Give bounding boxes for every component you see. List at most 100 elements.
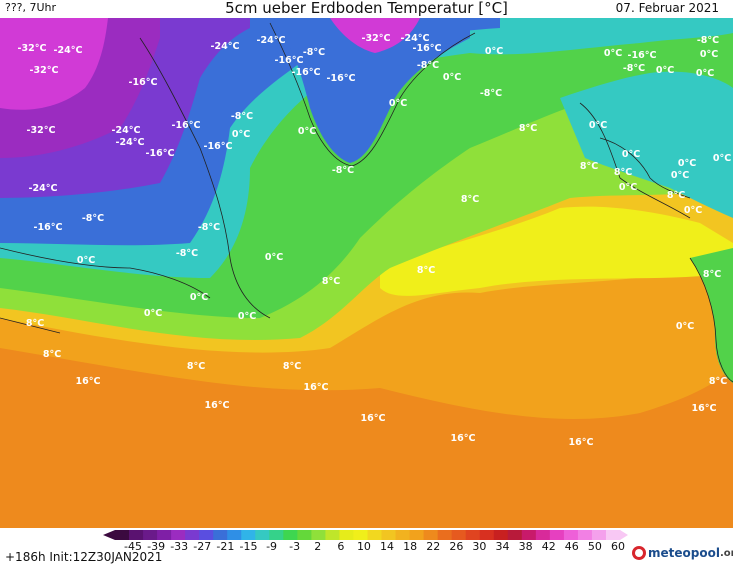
temperature-label: 0°C	[671, 170, 689, 181]
temperature-label: 16°C	[451, 433, 476, 444]
temperature-label: -16°C	[172, 120, 201, 131]
meteopool-logo-icon	[632, 546, 646, 560]
color-scale-label: 34	[495, 540, 510, 553]
color-scale-swatch	[325, 530, 340, 540]
color-scale-label: -27	[193, 540, 212, 553]
color-scale-label: 42	[541, 540, 556, 553]
greenland-core	[330, 18, 420, 53]
color-scale-labels: -45 -39 -33 -27 -21 -15 -9 -3 2 6 10 14 18 22 26 30 34 38…	[103, 540, 628, 553]
temperature-label: 0°C	[238, 311, 256, 322]
logo-tld: .org	[719, 547, 733, 559]
temperature-label: -24°C	[54, 45, 83, 56]
color-scale-swatch	[367, 530, 383, 540]
valid-date: 07. Februar 2021	[615, 1, 719, 15]
color-scale-label: 22	[426, 540, 441, 553]
color-scale-swatch	[479, 530, 495, 540]
temperature-label: -16°C	[628, 50, 657, 61]
color-scale-bar	[103, 530, 628, 540]
temperature-label: 8°C	[43, 349, 61, 360]
color-scale-swatch	[395, 530, 411, 540]
color-scale-swatch	[283, 530, 298, 540]
temperature-label: -32°C	[27, 125, 56, 136]
temperature-label: -8°C	[417, 60, 439, 71]
temperature-label: -8°C	[480, 88, 502, 99]
color-scale-swatch	[577, 530, 593, 540]
temperature-label: 0°C	[656, 65, 674, 76]
temperature-label: -8°C	[623, 63, 645, 74]
color-scale-swatch	[171, 530, 186, 540]
temperature-label: 0°C	[696, 68, 714, 79]
temperature-map: -32°C -24°C -32°C -16°C -24°C -24°C -8°C -16°C -…	[0, 18, 733, 528]
temperature-label: 0°C	[144, 308, 162, 319]
temperature-label: -32°C	[362, 33, 391, 44]
temperature-label: 16°C	[205, 400, 230, 411]
temperature-label: -8°C	[231, 111, 253, 122]
temperature-label: 8°C	[26, 318, 44, 329]
temperature-label: -16°C	[146, 148, 175, 159]
temperature-label: -24°C	[401, 33, 430, 44]
color-scale-label: 46	[564, 540, 579, 553]
temperature-label: 0°C	[443, 72, 461, 83]
temperature-label: -16°C	[327, 73, 356, 84]
map-canvas: -32°C -24°C-32°C-16°C-24°C-24°C-8°C-16°C-…	[0, 18, 733, 528]
temperature-label: -32°C	[30, 65, 59, 76]
color-scale-swatch	[465, 530, 481, 540]
color-scale-swatch	[269, 530, 284, 540]
greenland	[270, 18, 470, 163]
color-scale-swatch	[535, 530, 551, 540]
color-scale-label: -21	[216, 540, 235, 553]
color-scale-label: -39	[147, 540, 166, 553]
temperature-label: 0°C	[589, 120, 607, 131]
valid-time: ???, 7Uhr	[5, 1, 57, 14]
color-scale-swatch	[297, 530, 312, 540]
color-scale-swatch	[339, 530, 354, 540]
temperature-label: 0°C	[713, 153, 731, 164]
temperature-label: -8°C	[176, 248, 198, 259]
color-scale-arrow-right	[620, 530, 628, 540]
map-footer: -45 -39 -33 -27 -21 -15 -9 -3 2 6 10 14 18 22 26 30 34 38…	[0, 528, 733, 566]
color-scale-label: 14	[380, 540, 395, 553]
color-scale-label: 38	[518, 540, 533, 553]
temperature-label: -8°C	[303, 47, 325, 58]
color-scale-swatch	[451, 530, 467, 540]
temperature-label: -24°C	[211, 41, 240, 52]
temperature-label: 8°C	[283, 361, 301, 372]
temperature-label: -16°C	[292, 67, 321, 78]
temperature-label: 0°C	[700, 49, 718, 60]
temperature-label: 0°C	[298, 126, 316, 137]
color-scale-arrow-left	[103, 530, 115, 540]
color-scale-swatch	[437, 530, 453, 540]
color-scale-swatch	[409, 530, 425, 540]
temperature-label: -16°C	[129, 77, 158, 88]
temperature-label: -16°C	[204, 141, 233, 152]
temperature-label: 16°C	[76, 376, 101, 387]
temperature-label: -8°C	[332, 165, 354, 176]
color-scale-label: 30	[472, 540, 487, 553]
temperature-label: -8°C	[82, 213, 104, 224]
color-scale-swatch	[507, 530, 523, 540]
color-scale-swatch	[605, 530, 621, 540]
color-scale-swatch	[227, 530, 242, 540]
color-scale-label: 50	[587, 540, 602, 553]
temperature-label: 0°C	[684, 205, 702, 216]
temperature-label: 0°C	[77, 255, 95, 266]
color-scale-swatch	[311, 530, 326, 540]
temperature-label: 0°C	[232, 129, 250, 140]
temperature-label: -24°C	[112, 125, 141, 136]
temperature-label: 0°C	[619, 182, 637, 193]
temperature-label: 8°C	[580, 161, 598, 172]
color-scale-swatch	[185, 530, 200, 540]
color-scale-swatch	[563, 530, 579, 540]
color-scale-swatch	[241, 530, 256, 540]
temperature-labels: -32°C -24°C-32°C-16°C-24°C-24°C-8°C-16°C-…	[18, 33, 732, 448]
init-time: +186h Init:12Z30JAN2021	[5, 550, 163, 564]
temperature-label: 16°C	[692, 403, 717, 414]
meteopool-logo[interactable]: meteopool .org	[632, 546, 733, 560]
zone-yellow	[380, 206, 733, 296]
color-scale-label: 6	[337, 540, 345, 553]
color-scale-swatch	[521, 530, 537, 540]
color-scale-swatch	[129, 530, 144, 540]
temperature-label: -16°C	[413, 43, 442, 54]
color-scale-label: 10	[356, 540, 371, 553]
temperature-label: 8°C	[187, 361, 205, 372]
